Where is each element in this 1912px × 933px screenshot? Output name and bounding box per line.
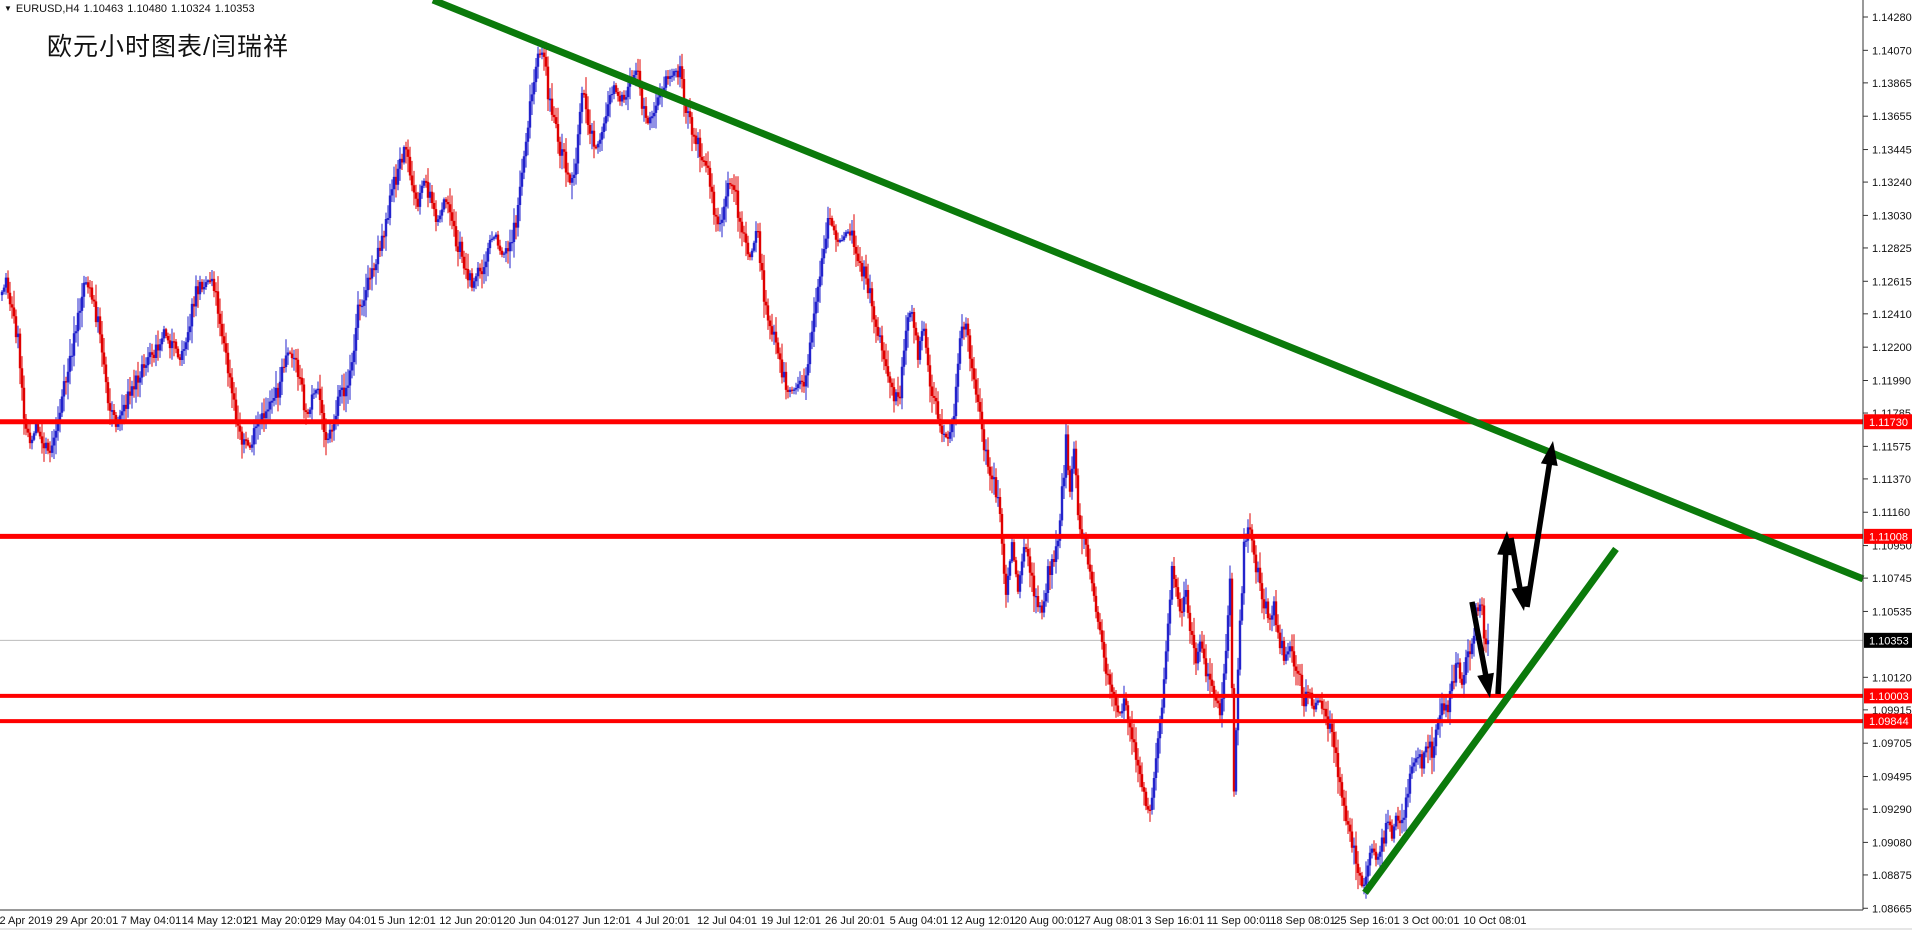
price-tick-label: 1.12410 [1872, 309, 1912, 321]
support-resistance-lines-layer[interactable] [0, 419, 1863, 724]
trendline-descending-resistance[interactable] [431, 0, 1865, 583]
symbol-marker-icon: ▼ [4, 4, 12, 13]
time-tick-label: 26 Jul 20:01 [825, 915, 885, 927]
price-tick-label: 1.12825 [1872, 243, 1912, 255]
trendlines-layer[interactable] [431, 0, 1865, 895]
forecast-arrow-4[interactable] [1524, 440, 1558, 608]
price-tick-label: 1.11370 [1872, 474, 1911, 486]
time-tick-label: 12 Aug 12:01 [951, 915, 1016, 927]
time-tick-label: 29 May 04:01 [310, 915, 377, 927]
price-tick-label: 1.08665 [1872, 903, 1912, 915]
chart-title-watermark: 欧元小时图表/闫瑞祥 [47, 33, 289, 61]
price-tick-label: 1.13030 [1872, 210, 1912, 222]
time-tick-label: 21 May 20:01 [246, 915, 313, 927]
time-tick-label: 4 Jul 20:01 [636, 915, 690, 927]
time-tick-label: 11 Sep 00:01 [1207, 915, 1272, 927]
price-tick-label: 1.14070 [1872, 45, 1912, 57]
time-tick-label: 12 Jul 04:01 [697, 915, 757, 927]
price-tick-label: 1.09495 [1872, 772, 1912, 784]
symbol-name: EURUSD,H4 [15, 3, 80, 15]
price-tick-label: 1.12615 [1872, 276, 1912, 288]
ohlc-open: 1.10463 [83, 3, 124, 15]
axis-price-tag: 1.10003 [1864, 688, 1912, 704]
price-tick-label: 1.09080 [1872, 837, 1912, 849]
time-tick-label: 18 Sep 08:01 [1270, 915, 1335, 927]
axis-price-tag: 1.11008 [1864, 528, 1912, 544]
svg-text:1.10353: 1.10353 [1869, 635, 1909, 647]
time-tick-label: 14 May 12:01 [182, 915, 249, 927]
symbol-info-bar: ▼ EURUSD,H4 1.10463 1.10480 1.10324 1.10353 [4, 3, 259, 15]
axis-price-tag: 1.09844 [1864, 713, 1912, 729]
time-tick-label: 19 Jul 12:01 [761, 915, 821, 927]
price-tick-label: 1.13240 [1872, 177, 1912, 189]
time-tick-label: 3 Sep 16:01 [1145, 915, 1204, 927]
ohlc-close: 1.10353 [214, 3, 255, 15]
candles-layer [0, 41, 1490, 899]
price-tick-label: 1.11575 [1872, 441, 1911, 453]
svg-text:1.10003: 1.10003 [1869, 691, 1909, 703]
forecast-arrow-2[interactable] [1495, 530, 1515, 695]
time-tick-label: 27 Aug 08:01 [1079, 915, 1144, 927]
price-tick-label: 1.08875 [1872, 870, 1912, 882]
price-tags-layer: 1.11730 1.11008 1.10003 1.09844 1.10353 [1864, 414, 1912, 729]
time-tick-label: 20 Jun 04:01 [503, 915, 567, 927]
price-tick-label: 1.10535 [1872, 606, 1912, 618]
svg-text:1.11730: 1.11730 [1869, 417, 1908, 429]
price-tick-label: 1.11990 [1872, 375, 1911, 387]
price-tick-label: 1.10120 [1872, 672, 1912, 684]
trendline-ascending-support[interactable] [1362, 546, 1619, 895]
time-tick-label: 20 Aug 00:01 [1015, 915, 1080, 927]
price-tick-label: 1.13865 [1872, 78, 1912, 90]
time-tick-label: 5 Aug 04:01 [890, 915, 949, 927]
price-tick-label: 1.13445 [1872, 145, 1912, 157]
axis-price-tag: 1.10353 [1864, 632, 1912, 648]
time-tick-label: 10 Oct 08:01 [1464, 915, 1527, 927]
price-tick-label: 1.13655 [1872, 111, 1912, 123]
time-tick-label: 22 Apr 2019 [0, 915, 53, 927]
price-tick-label: 1.09705 [1872, 738, 1912, 750]
ohlc-high: 1.10480 [127, 3, 168, 15]
forecast-arrow-3[interactable] [1508, 537, 1529, 611]
forecast-arrows-layer[interactable] [1469, 440, 1558, 698]
price-tick-label: 1.09290 [1872, 804, 1912, 816]
forecast-arrow-1[interactable] [1469, 601, 1494, 698]
ohlc-low: 1.10324 [171, 3, 211, 15]
time-tick-label: 27 Jun 12:01 [567, 915, 631, 927]
time-tick-label: 12 Jun 20:01 [439, 915, 503, 927]
price-axis[interactable]: 1.14280 1.14070 1.13865 1.13655 1.13445 1.132… [1863, 12, 1912, 915]
price-tick-label: 1.11160 [1872, 507, 1910, 519]
price-tick-label: 1.14280 [1872, 12, 1912, 24]
price-tick-label: 1.12200 [1872, 342, 1912, 354]
time-tick-label: 29 Apr 20:01 [56, 915, 118, 927]
price-tick-label: 1.10745 [1872, 573, 1912, 585]
svg-text:1.09844: 1.09844 [1869, 716, 1909, 728]
svg-text:1.11008: 1.11008 [1869, 531, 1908, 543]
time-tick-label: 5 Jun 12:01 [378, 915, 436, 927]
axis-price-tag: 1.11730 [1864, 414, 1912, 430]
time-tick-label: 7 May 04:01 [121, 915, 182, 927]
time-tick-label: 3 Oct 00:01 [1403, 915, 1460, 927]
time-tick-label: 25 Sep 16:01 [1334, 915, 1399, 927]
